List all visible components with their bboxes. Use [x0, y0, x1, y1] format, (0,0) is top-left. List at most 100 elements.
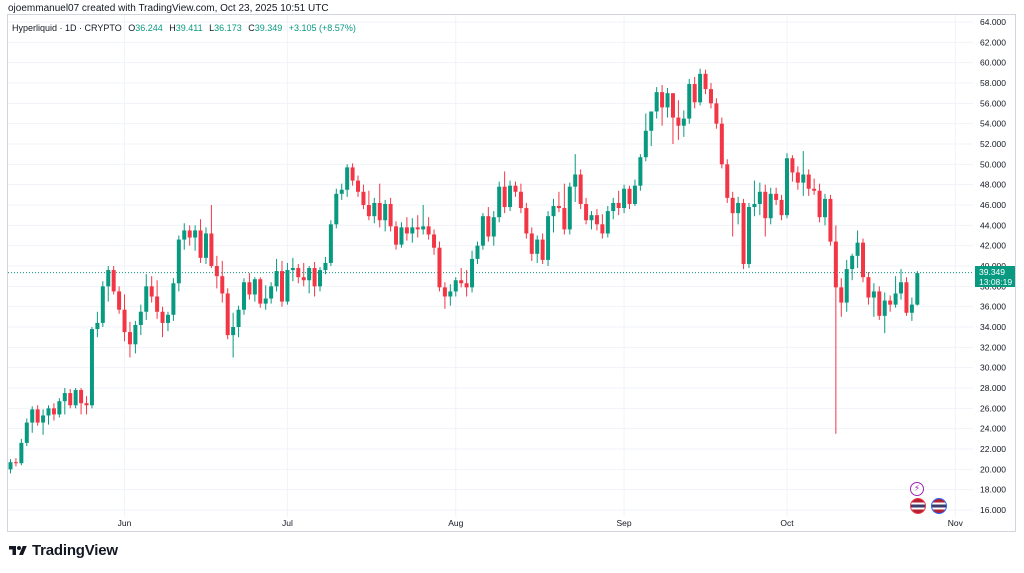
price-tick-label: 42.000 — [980, 241, 1006, 251]
symbol-name[interactable]: Hyperliquid · 1D · CRYPTO — [12, 23, 122, 33]
candle-body — [823, 198, 827, 218]
chart-pane[interactable]: 16.000 18.000 20.000 22.000 24.000 26.000 28.0… — [7, 14, 1016, 532]
candle-body — [138, 311, 143, 325]
candle-body — [855, 242, 860, 256]
price-tick-label: 24.000 — [980, 424, 1006, 434]
bar-countdown: 13:08:19 — [979, 277, 1013, 287]
candle-body — [19, 442, 24, 464]
candle-body — [622, 188, 627, 209]
us-flag-event-icon[interactable] — [910, 498, 926, 514]
candle-body — [46, 408, 51, 416]
candle-body — [296, 268, 301, 278]
price-tick-label: 60.000 — [980, 58, 1006, 68]
candle-body — [111, 270, 116, 292]
candle-body — [415, 227, 420, 230]
candle-body — [68, 393, 73, 406]
candle-body — [692, 84, 697, 103]
candle-body — [573, 174, 578, 187]
candle-body — [73, 390, 78, 406]
candle-body — [475, 245, 480, 259]
candle-body — [301, 277, 306, 281]
candle-body — [432, 234, 437, 248]
price-tick-label: 46.000 — [980, 200, 1006, 210]
candle-body — [806, 174, 811, 189]
candle-body — [909, 304, 914, 313]
candle-body — [518, 191, 523, 209]
close-label: C — [248, 23, 255, 33]
candle-body — [681, 118, 686, 126]
candle-body — [79, 390, 84, 404]
candle-body — [345, 167, 350, 190]
price-tick-label: 44.000 — [980, 220, 1006, 230]
candle-body — [486, 216, 491, 237]
candle-body — [366, 205, 371, 217]
candle-body — [8, 462, 13, 470]
change-value: +3.105 (+8.57%) — [288, 23, 356, 33]
candle-body — [410, 227, 415, 234]
candle-body — [334, 193, 339, 225]
grid — [8, 15, 973, 517]
candle-body — [399, 227, 404, 245]
candle-body — [122, 309, 127, 333]
lightning-event-icon[interactable]: ⚡ — [910, 482, 924, 496]
candle-body — [84, 403, 89, 406]
candle-body — [795, 172, 800, 183]
candle-body — [241, 282, 246, 310]
candle-body — [214, 266, 219, 277]
tradingview-logo[interactable]: TradingView — [8, 542, 118, 559]
us-flag-event-icon-2[interactable] — [931, 498, 947, 514]
candle-body — [616, 202, 621, 209]
candle-body — [861, 242, 866, 278]
candle-body — [676, 117, 681, 126]
price-tick-label: 34.000 — [980, 322, 1006, 332]
price-tick-label: 36.000 — [980, 302, 1006, 312]
candle-body — [394, 226, 399, 245]
candle-body — [638, 157, 643, 186]
candle-body — [866, 277, 871, 298]
candle-body — [839, 287, 844, 303]
candle-body — [274, 271, 279, 287]
candle-body — [453, 280, 458, 292]
price-tick-label: 26.000 — [980, 403, 1006, 413]
candle-body — [269, 286, 274, 299]
candle-body — [600, 224, 605, 234]
price-tick-label: 28.000 — [980, 383, 1006, 393]
candle-body — [421, 226, 426, 230]
candle-body — [524, 208, 529, 234]
candle-body — [725, 164, 730, 198]
candle-body — [540, 239, 545, 260]
tradingview-logo-icon — [9, 545, 27, 555]
candle-body — [888, 300, 893, 305]
candles — [8, 68, 920, 474]
candle-body — [448, 291, 453, 297]
candle-body — [594, 215, 599, 225]
time-tick-label: Aug — [448, 518, 463, 528]
candle-body — [247, 282, 252, 295]
candle-body — [899, 282, 904, 294]
candle-body — [779, 199, 784, 216]
candle-body — [491, 217, 496, 237]
candle-body — [377, 202, 382, 221]
candle-body — [176, 239, 181, 284]
candle-body — [578, 174, 583, 204]
price-tick-label: 16.000 — [980, 505, 1006, 515]
candle-body — [404, 227, 409, 234]
candle-body — [459, 280, 464, 284]
candle-body — [312, 268, 317, 287]
candle-body — [236, 309, 241, 327]
candle-body — [708, 89, 713, 104]
candlestick-chart[interactable]: 16.000 18.000 20.000 22.000 24.000 26.000 28.0… — [8, 15, 1017, 533]
candle-body — [361, 191, 366, 205]
candle-body — [752, 203, 757, 208]
candle-body — [714, 103, 719, 124]
candle-body — [833, 241, 838, 288]
candle-body — [437, 247, 442, 288]
symbol-legend: Hyperliquid · 1D · CRYPTO O36.244 H39.41… — [12, 23, 356, 33]
candle-body — [605, 211, 610, 234]
candle-body — [703, 73, 708, 90]
candle-body — [280, 271, 284, 302]
high-value: 39.411 — [175, 23, 203, 33]
candle-body — [850, 255, 855, 270]
candle-body — [551, 206, 556, 217]
price-axis: 16.000 18.000 20.000 22.000 24.000 26.000 28.0… — [980, 17, 1006, 515]
